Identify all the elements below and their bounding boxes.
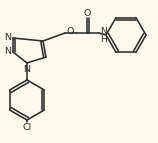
Text: N: N <box>4 47 11 56</box>
Text: Cl: Cl <box>22 124 32 133</box>
Text: O: O <box>67 27 74 36</box>
Text: N: N <box>4 33 11 42</box>
Text: O: O <box>83 9 91 18</box>
Text: N: N <box>24 64 30 74</box>
Text: H: H <box>100 34 107 43</box>
Text: N: N <box>100 27 107 36</box>
